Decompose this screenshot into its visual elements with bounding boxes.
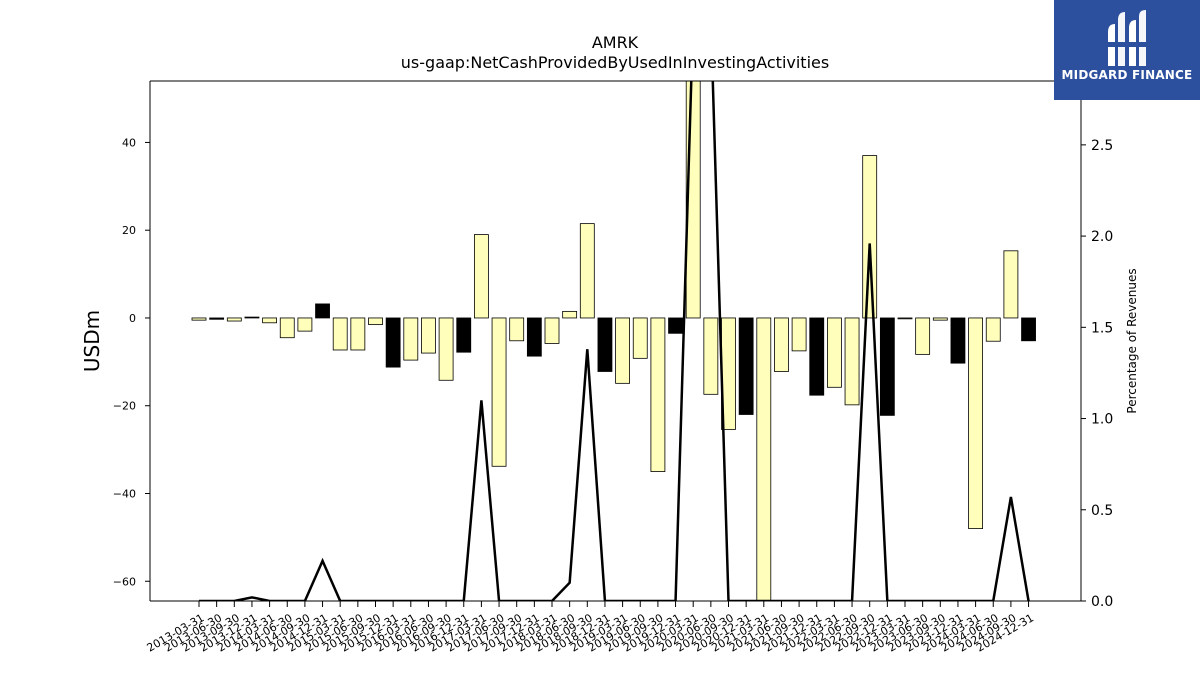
bar-2014-03-31 xyxy=(262,317,278,324)
bar-2019-06-30 xyxy=(632,317,648,359)
bar-2018-09-30 xyxy=(579,223,595,319)
y-tick-label: −60 xyxy=(113,575,136,588)
bar-2015-03-31 xyxy=(332,317,348,351)
y-tick-label: −40 xyxy=(113,487,136,500)
bar-2013-12-31 xyxy=(244,316,260,319)
y-tick-label: 40 xyxy=(122,136,136,149)
bar-2014-09-30 xyxy=(297,317,313,332)
chart-subtitle: us-gaap:NetCashProvidedByUsedInInvesting… xyxy=(401,53,829,72)
y-tick-label: 20 xyxy=(122,224,136,237)
bar-2017-12-31 xyxy=(526,317,542,357)
bar-2020-06-30 xyxy=(703,317,719,395)
bar-2019-09-30 xyxy=(650,317,666,472)
y-tick-label: −20 xyxy=(113,400,136,413)
bar-2022-06-30 xyxy=(844,317,860,406)
bar-2024-03-31 xyxy=(968,317,983,529)
bar-2018-03-31 xyxy=(544,317,560,344)
bar-2018-12-31 xyxy=(597,317,613,372)
y2-tick-label: 1.5 xyxy=(1091,320,1113,336)
bar-2015-09-30 xyxy=(368,317,383,325)
y-axis-label: USDm xyxy=(80,310,104,372)
bar-2023-09-30 xyxy=(932,317,948,321)
bar-2022-03-31 xyxy=(827,317,842,388)
y2-tick-label: 0.5 xyxy=(1091,503,1113,519)
bar-2022-12-31 xyxy=(879,317,895,416)
midgard-logo-icon xyxy=(1106,10,1148,66)
bar-2017-03-31 xyxy=(473,234,489,319)
bar-2013-03-31 xyxy=(191,317,207,321)
bar-2015-12-31 xyxy=(385,317,401,368)
bar-2022-09-30 xyxy=(862,155,878,319)
bar-2023-12-31 xyxy=(950,317,966,364)
midgard-finance-logo: MIDGARD FINANCE xyxy=(1054,0,1200,100)
bar-2015-06-30 xyxy=(350,317,366,351)
y2-tick-label: 2.0 xyxy=(1091,229,1113,245)
logo-text: MIDGARD FINANCE xyxy=(1061,68,1193,82)
bar-2013-09-30 xyxy=(226,317,242,322)
bar-2020-12-31 xyxy=(738,317,754,415)
bar-series xyxy=(191,81,1036,601)
bar-2021-12-31 xyxy=(809,317,825,396)
bar-2014-06-30 xyxy=(279,317,295,339)
bar-2016-12-31 xyxy=(456,317,472,353)
y2-tick-label: 1.0 xyxy=(1091,412,1113,428)
bar-2013-06-30 xyxy=(209,317,225,320)
bar-2018-06-30 xyxy=(562,310,578,319)
bar-2016-06-30 xyxy=(421,317,436,354)
bar-2019-12-31 xyxy=(668,317,683,334)
bar-2024-12-31 xyxy=(1021,317,1036,342)
bar-2024-06-30 xyxy=(985,317,1001,342)
bar-2021-06-30 xyxy=(774,317,789,372)
bar-2014-12-31 xyxy=(315,303,330,319)
axes: 40200−20−40−602.52.01.51.00.50.02013-03-… xyxy=(113,80,1113,655)
bar-2021-03-31 xyxy=(756,317,772,601)
chart-title: AMRK xyxy=(592,33,639,52)
y2-tick-label: 0.0 xyxy=(1091,594,1113,610)
y2-tick-label: 2.5 xyxy=(1091,138,1113,154)
bar-2017-09-30 xyxy=(509,317,525,342)
bar-2019-03-31 xyxy=(615,317,630,384)
percentage-line xyxy=(199,81,1030,601)
bar-2016-03-31 xyxy=(403,317,419,361)
bar-2016-09-30 xyxy=(438,317,454,381)
y2-axis-label: Percentage of Revenues xyxy=(1125,268,1139,413)
bar-2021-09-30 xyxy=(791,317,807,352)
bar-2017-06-30 xyxy=(491,317,507,467)
y-tick-label: 0 xyxy=(129,312,136,325)
bar-2023-03-31 xyxy=(897,317,913,320)
bar-2023-06-30 xyxy=(915,317,931,355)
bar-2024-09-30 xyxy=(1003,250,1019,319)
